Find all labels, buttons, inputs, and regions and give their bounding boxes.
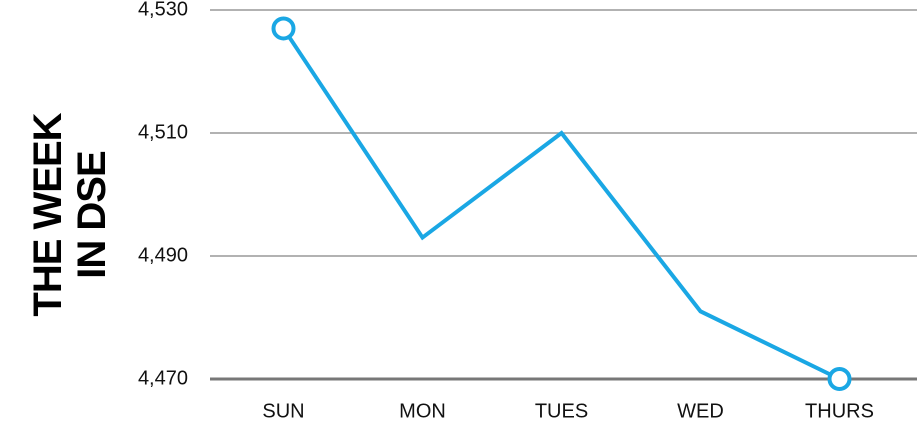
- x-tick-label: SUN: [262, 400, 304, 422]
- y-tick-label: 4,470: [138, 367, 188, 389]
- end-marker: [271, 16, 296, 41]
- data-line: [281, 27, 841, 381]
- x-tick-label: MON: [399, 400, 446, 422]
- x-tick-label: TUES: [535, 400, 588, 422]
- end-marker: [827, 367, 852, 391]
- y-tick-label: 4,510: [138, 121, 188, 143]
- y-tick-label: 4,530: [138, 0, 188, 20]
- x-tick-label: THURS: [805, 400, 874, 422]
- y-tick-label: 4,490: [138, 244, 188, 266]
- x-tick-label: WED: [677, 400, 724, 422]
- chart-title: THE WEEK IN DSE: [26, 113, 114, 317]
